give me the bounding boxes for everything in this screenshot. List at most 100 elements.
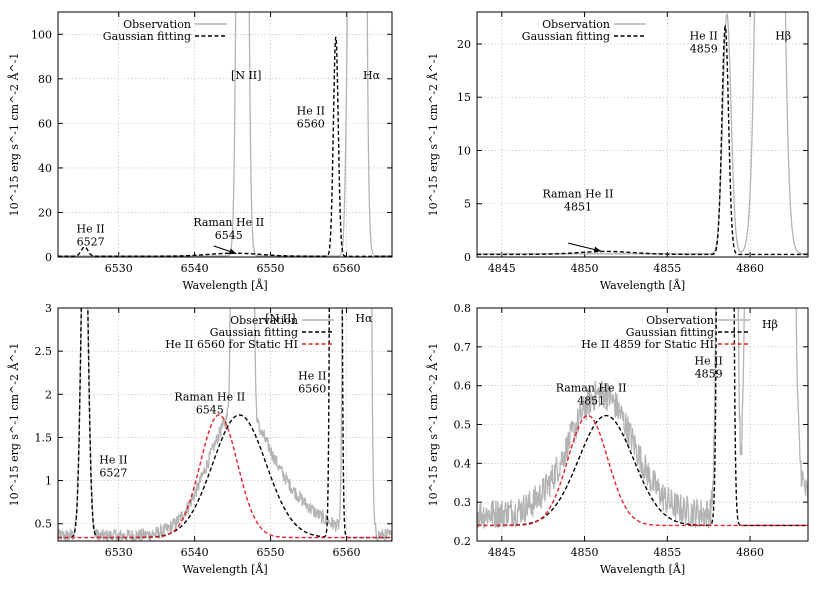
- y-tick-label: 3: [45, 302, 52, 315]
- plot-frame: [57, 307, 393, 542]
- annotation-arrow: [213, 245, 237, 255]
- annotation-text: He II: [298, 370, 326, 383]
- annotation-text: Hα: [363, 69, 381, 82]
- annotation-text: He II: [99, 453, 127, 466]
- annotation-text: He II: [695, 354, 723, 367]
- x-tick-label: 4850: [571, 262, 599, 275]
- y-axis-label: 10^-15 erg s^-1 cm^-2 Å^-1: [426, 53, 440, 217]
- legend-label: Gaussian fitting: [522, 30, 610, 43]
- y-tick-label: 0.8: [454, 302, 472, 315]
- legend-label: Observation: [123, 18, 191, 31]
- series-line-1: [477, 308, 808, 527]
- panel-bottom-right: 4845 4850 4855 4860 0.2 0.3 0.4 0.5 0.6 0.7 0.8 Wav…: [426, 302, 809, 576]
- series-group: [58, 308, 392, 541]
- annotation-text: Raman He II: [556, 381, 627, 394]
- annotation-text: He II: [76, 223, 104, 236]
- x-tick-label: 4860: [736, 262, 764, 275]
- series-line-0: [58, 12, 392, 257]
- panel-top-right: 4845 4850 4855 4860 0 5 10 15 20 Wavelength [Å] 10…: [426, 11, 809, 292]
- annotation-text: He II: [690, 30, 718, 43]
- annotation-text: Hα: [355, 312, 373, 325]
- annotation-text: 6560: [298, 383, 326, 396]
- legend-label: Gaussian fitting: [103, 30, 191, 43]
- x-tick-label: 6530: [105, 262, 133, 275]
- y-tick-label: 20: [457, 38, 471, 51]
- x-tick-label: 6550: [257, 546, 285, 559]
- annotation-text: 6527: [99, 466, 127, 479]
- y-tick-label: 60: [38, 117, 52, 130]
- x-tick-label: 4855: [653, 546, 681, 559]
- x-tick-label: 6530: [105, 546, 133, 559]
- y-tick-label: 0.2: [454, 535, 472, 548]
- y-tick-label: 15: [457, 91, 471, 104]
- legend-label: Observation: [542, 18, 610, 31]
- x-tick-label: 6550: [257, 262, 285, 275]
- annotation-text: 4851: [564, 200, 592, 213]
- annotation-text: 4851: [577, 394, 605, 407]
- annotation-text: He II: [297, 104, 325, 117]
- y-tick-label: 0: [45, 251, 52, 264]
- annotation-text: Raman He II: [542, 187, 613, 200]
- annotation-text: 6545: [196, 403, 224, 416]
- series-line-1: [477, 24, 808, 256]
- annotation-text: 6545: [215, 229, 243, 242]
- y-tick-label: 10: [457, 144, 471, 157]
- annotation-arrow: [567, 242, 602, 253]
- y-tick-label: 0.3: [454, 496, 472, 509]
- legend-label: Gaussian fitting: [626, 326, 714, 339]
- annotation-text: 6527: [77, 236, 105, 249]
- annotation-text: Hβ: [775, 30, 791, 43]
- legend-label: He II 4859 for Static HI: [581, 338, 714, 351]
- annotation-text: Hβ: [762, 318, 778, 331]
- annotation-text: [N II]: [265, 312, 295, 325]
- y-tick-label: 80: [38, 73, 52, 86]
- x-axis-label: Wavelength [Å]: [600, 562, 685, 576]
- annotation-text: 4859: [690, 43, 718, 56]
- annotation-text: 4859: [695, 367, 723, 380]
- y-axis-label: 10^-15 erg s^-1 cm^-2 Å^-1: [426, 343, 440, 507]
- y-tick-label: 0.6: [454, 380, 472, 393]
- x-tick-label: 6540: [181, 262, 209, 275]
- y-axis-label: 10^-15 erg s^-1 cm^-2 Å^-1: [7, 343, 21, 507]
- series-line-2: [58, 414, 392, 539]
- y-tick-label: 0.5: [454, 419, 472, 432]
- series-group: [58, 12, 392, 257]
- y-tick-label: 100: [31, 28, 52, 41]
- y-tick-label: 0.5: [35, 518, 53, 531]
- annotation-text: Raman He II: [174, 390, 245, 403]
- y-tick-label: 40: [38, 162, 52, 175]
- plot-frame: [476, 307, 809, 542]
- series-line-2: [477, 414, 808, 527]
- series-line-1: [58, 36, 392, 257]
- x-axis-label: Wavelength [Å]: [182, 278, 267, 292]
- legend-label: Observation: [646, 314, 714, 327]
- y-tick-label: 0.7: [454, 341, 472, 354]
- legend-label: Gaussian fitting: [210, 326, 298, 339]
- legend-label: He II 6560 for Static HI: [165, 338, 298, 351]
- plot-frame: [476, 11, 809, 258]
- annotation-text: Raman He II: [193, 216, 264, 229]
- y-tick-label: 1: [45, 475, 52, 488]
- y-tick-label: 0: [464, 251, 471, 264]
- plot-frame: [57, 11, 393, 258]
- y-tick-label: 20: [38, 206, 52, 219]
- x-tick-label: 4850: [571, 546, 599, 559]
- x-axis-label: Wavelength [Å]: [600, 278, 685, 292]
- series-line-0: [477, 308, 808, 529]
- series-line-0: [58, 308, 392, 541]
- y-tick-label: 2.5: [35, 345, 53, 358]
- y-tick-label: 2: [45, 388, 52, 401]
- series-group: [477, 308, 808, 529]
- y-axis-label: 10^-15 erg s^-1 cm^-2 Å^-1: [7, 53, 21, 217]
- x-tick-label: 4845: [488, 546, 516, 559]
- x-tick-label: 6560: [332, 546, 360, 559]
- y-tick-label: 0.4: [454, 457, 472, 470]
- series-group: [477, 12, 808, 256]
- x-tick-label: 6560: [332, 262, 360, 275]
- x-tick-label: 4860: [736, 546, 764, 559]
- annotation-text: [N II]: [231, 69, 261, 82]
- x-tick-label: 6540: [181, 546, 209, 559]
- panel-bottom-left: 6530 6540 6550 6560 0.5 1 1.5 2 2.5 3 Wavelength […: [7, 302, 393, 576]
- y-tick-label: 5: [464, 198, 471, 211]
